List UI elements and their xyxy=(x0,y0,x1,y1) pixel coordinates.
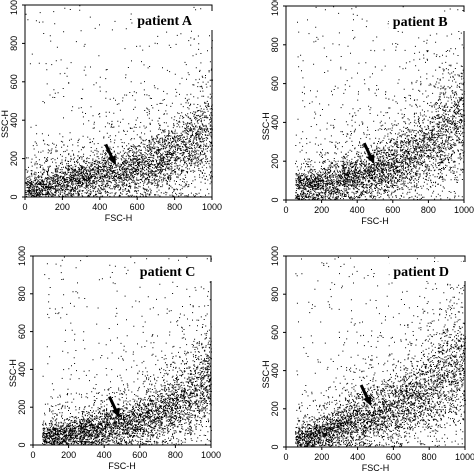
panel-1: 0 200 400 600 800 1000 0 200 400 600 800 1000 FSC-H S… xyxy=(0,0,222,223)
panel-3: 0 200 400 600 800 1000 0 200 400 600 800 1000 FSC-H S… xyxy=(8,246,221,471)
x-tick-label: 400 xyxy=(97,450,112,460)
panel-title: patient B xyxy=(388,12,471,31)
scatter-points xyxy=(295,256,466,447)
y-tick-label: 200 xyxy=(9,151,19,166)
y-tick-label: 0 xyxy=(270,444,280,449)
x-tick-label: 0 xyxy=(22,202,27,212)
x-tick-label: 800 xyxy=(168,450,183,460)
plot-frame xyxy=(24,4,213,198)
x-tick-label: 600 xyxy=(385,205,400,215)
svg-text:patient A: patient A xyxy=(137,14,193,29)
x-tick-label: 800 xyxy=(421,205,436,215)
x-axis-label: FSC-H xyxy=(108,461,136,471)
y-tick-label: 200 xyxy=(17,400,27,415)
scatter-events xyxy=(294,6,465,201)
arrow-icon xyxy=(359,384,372,406)
y-tick-label: 400 xyxy=(17,362,27,377)
y-tick-label: 600 xyxy=(270,325,280,340)
scatter-events xyxy=(42,256,212,445)
x-tick-label: 1000 xyxy=(201,450,221,460)
y-tick-label: 1000 xyxy=(17,246,27,266)
arrow-icon xyxy=(108,396,120,418)
y-tick-label: 0 xyxy=(270,197,280,202)
x-tick-label: 600 xyxy=(386,452,401,462)
y-tick-label: 0 xyxy=(17,442,27,447)
x-tick-label: 1000 xyxy=(202,202,222,212)
arrow-icon xyxy=(104,143,116,166)
y-tick-label: 1000 xyxy=(270,246,280,266)
y-tick-label: 1000 xyxy=(270,0,280,16)
axes: 0 200 400 600 800 1000 0 200 400 600 800 1000 xyxy=(270,246,474,462)
y-axis-label: SSC-H xyxy=(261,360,271,388)
svg-text:patient B: patient B xyxy=(393,15,448,30)
y-tick-label: 800 xyxy=(9,36,19,51)
y-tick-label: 800 xyxy=(270,37,280,52)
y-tick-label: 800 xyxy=(17,286,27,301)
y-axis-label: SSC-H xyxy=(8,359,18,387)
panel-2: 0 200 400 600 800 1000 0 200 400 600 800 1000 FSC-H S… xyxy=(261,0,474,226)
y-tick-label: 600 xyxy=(270,76,280,91)
x-tick-label: 600 xyxy=(130,202,145,212)
y-tick-label: 400 xyxy=(270,363,280,378)
x-tick-label: 1000 xyxy=(455,452,474,462)
panel-title: patient A xyxy=(133,11,216,30)
x-tick-label: 200 xyxy=(314,205,329,215)
y-tick-label: 800 xyxy=(270,287,280,302)
y-tick-label: 400 xyxy=(9,113,19,128)
x-tick-label: 800 xyxy=(422,452,437,462)
x-tick-label: 0 xyxy=(283,452,288,462)
scatter-events xyxy=(295,256,466,447)
x-tick-label: 1000 xyxy=(454,205,474,215)
scatter-points xyxy=(25,5,214,198)
y-tick-label: 600 xyxy=(17,324,27,339)
x-axis-label: FSC-H xyxy=(361,216,389,226)
panel-4: 0 200 400 600 800 1000 0 200 400 600 800 1000 FSC-H S… xyxy=(261,246,474,473)
y-tick-label: 200 xyxy=(270,401,280,416)
scatter-points xyxy=(294,6,465,201)
y-tick-label: 200 xyxy=(270,154,280,169)
x-tick-label: 800 xyxy=(167,202,182,212)
x-axis-label: FSC-H xyxy=(362,463,390,473)
arrow-icon xyxy=(362,142,375,165)
y-axis-label: SSC-H xyxy=(261,112,271,140)
axes: 0 200 400 600 800 1000 0 200 400 600 800 1000 xyxy=(270,0,474,215)
x-tick-label: 600 xyxy=(132,450,147,460)
y-tick-label: 1000 xyxy=(9,0,19,15)
x-tick-label: 200 xyxy=(55,202,70,212)
svg-text:patient C: patient C xyxy=(140,265,196,280)
x-axis-label: FSC-H xyxy=(105,213,133,223)
x-tick-label: 200 xyxy=(314,452,329,462)
x-tick-label: 400 xyxy=(92,202,107,212)
plot-frame xyxy=(285,255,466,448)
x-tick-label: 400 xyxy=(350,452,365,462)
y-tick-label: 400 xyxy=(270,115,280,130)
plot-frame xyxy=(32,255,212,446)
x-tick-label: 0 xyxy=(30,450,35,460)
scatter-points xyxy=(42,256,212,445)
x-tick-label: 200 xyxy=(61,450,76,460)
x-tick-label: 400 xyxy=(350,205,365,215)
y-tick-label: 600 xyxy=(9,74,19,89)
scatter-events xyxy=(25,5,214,198)
panel-title: patient D xyxy=(389,262,472,281)
panel-title: patient C xyxy=(135,262,218,281)
x-tick-label: 0 xyxy=(283,205,288,215)
y-axis-label: SSC-H xyxy=(0,110,10,138)
axes: 0 200 400 600 800 1000 0 200 400 600 800 1000 xyxy=(9,0,222,212)
y-tick-label: 0 xyxy=(9,194,19,199)
plot-frame xyxy=(285,5,465,201)
axes: 0 200 400 600 800 1000 0 200 400 600 800 1000 xyxy=(17,246,221,460)
svg-text:patient D: patient D xyxy=(393,265,449,280)
